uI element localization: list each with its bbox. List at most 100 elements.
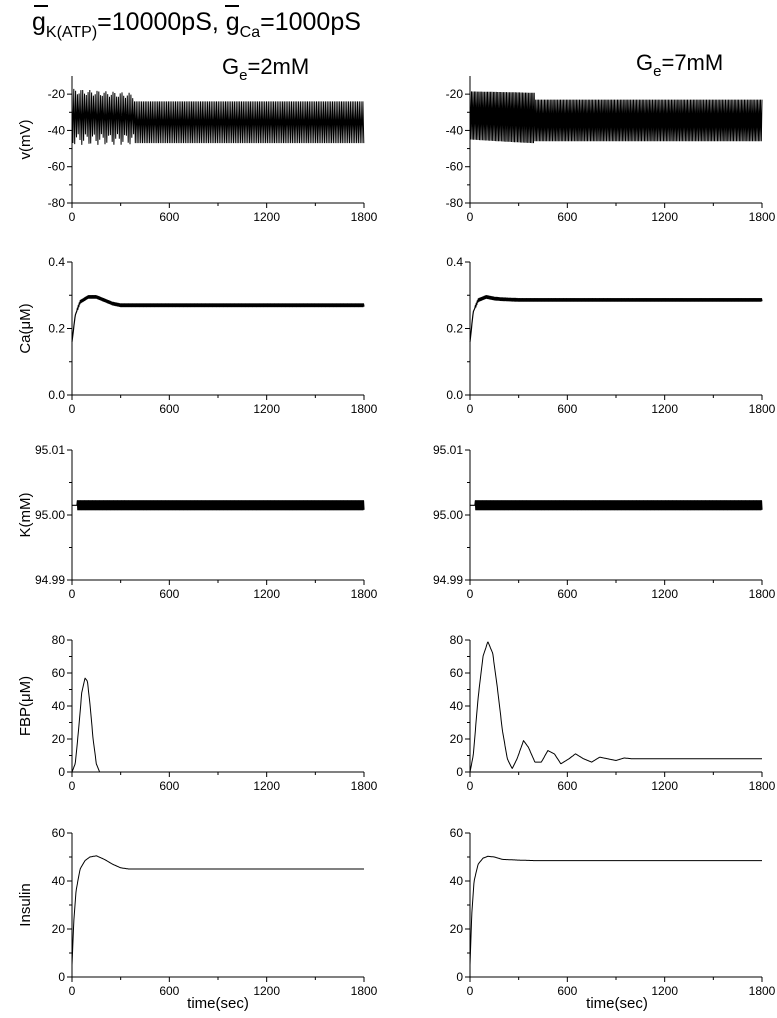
panel-v-0: -80 -60 -40 -20 0 600 1200 1800 v(mV) [17, 76, 378, 224]
y-axis-label: FBP(μM) [17, 676, 34, 736]
header-g1-sub: K(ATP) [46, 24, 97, 41]
y-tick-label: -60 [446, 160, 464, 174]
x-tick-label: 0 [467, 587, 474, 601]
x-axis-label-left: time(sec) [187, 995, 249, 1012]
x-tick-label: 600 [557, 984, 577, 998]
y-tick-label: 95.01 [433, 443, 463, 457]
panel-ca-1: 0.0 0.2 0.4 0 600 1200 1800 [446, 255, 775, 416]
series-line [71, 855, 364, 966]
y-tick-label: 0.2 [48, 322, 65, 336]
x-tick-label: 0 [467, 402, 474, 416]
x-tick-label: 1200 [253, 210, 280, 224]
y-tick-label: 40 [52, 699, 66, 713]
y-tick-label: -60 [48, 160, 66, 174]
panel-v-1: -80 -60 -40 -20 0 600 1200 1800 [446, 76, 776, 224]
x-tick-label: 1200 [651, 984, 678, 998]
x-tick-label: 0 [467, 779, 474, 793]
x-tick-label: 0 [69, 587, 76, 601]
x-tick-label: 600 [557, 402, 577, 416]
y-tick-label: 0.2 [446, 322, 463, 336]
y-tick-label: -20 [48, 87, 66, 101]
x-tick-label: 600 [557, 779, 577, 793]
y-tick-label: 95.00 [35, 508, 65, 522]
y-tick-label: 95.01 [35, 443, 65, 457]
y-tick-label: 40 [450, 699, 464, 713]
x-tick-label: 600 [159, 210, 179, 224]
x-tick-label: 600 [159, 779, 179, 793]
x-tick-label: 1200 [651, 210, 678, 224]
y-tick-label: 0 [456, 970, 463, 984]
y-tick-label: 0 [58, 970, 65, 984]
y-tick-label: 60 [52, 826, 66, 840]
column-title-right: Ge=7mM [636, 50, 723, 80]
x-tick-label: 600 [557, 587, 577, 601]
y-tick-label: 0.0 [48, 388, 65, 402]
x-tick-label: 1800 [351, 984, 378, 998]
header-g1-val: =10000pS, [97, 8, 226, 36]
x-tick-label: 0 [69, 779, 76, 793]
col1-G: G [636, 50, 653, 75]
x-axis-label-right: time(sec) [586, 995, 648, 1012]
header-g2: g [226, 8, 240, 36]
y-tick-label: 0 [456, 765, 463, 779]
x-tick-label: 0 [467, 210, 474, 224]
col1-sub: e [653, 63, 661, 80]
y-tick-label: 0.0 [446, 388, 463, 402]
x-tick-label: 0 [467, 984, 474, 998]
y-tick-label: -40 [446, 123, 464, 137]
series-line [469, 91, 763, 144]
col1-val: =7mM [661, 50, 723, 75]
series-line [71, 500, 365, 511]
y-tick-label: 40 [450, 874, 464, 888]
y-tick-label: 60 [450, 666, 464, 680]
panel-k-1: 94.99 95.00 95.01 0 600 1200 1800 [433, 443, 776, 601]
x-tick-label: 600 [557, 210, 577, 224]
column-title-left: Ge=2mM [222, 54, 309, 84]
y-tick-label: 80 [52, 633, 66, 647]
panel-fbp-1: 0 20 40 60 80 0 600 1200 1800 [450, 633, 776, 793]
x-tick-label: 0 [69, 984, 76, 998]
x-tick-label: 1800 [749, 402, 776, 416]
header-text: gK(ATP)=10000pS, gCa=1000pS [32, 8, 361, 41]
y-tick-label: 0.4 [48, 255, 65, 269]
x-tick-label: 0 [69, 402, 76, 416]
y-axis-label: Ca(μM) [17, 303, 34, 353]
y-tick-label: 40 [52, 874, 66, 888]
x-tick-label: 1800 [351, 779, 378, 793]
x-tick-label: 1800 [749, 587, 776, 601]
y-tick-label: 0.4 [446, 255, 463, 269]
y-tick-label: -40 [48, 123, 66, 137]
y-axis-label: Insulin [17, 883, 34, 926]
x-tick-label: 0 [69, 210, 76, 224]
x-tick-label: 1800 [351, 210, 378, 224]
x-tick-label: 1200 [253, 984, 280, 998]
y-tick-label: 60 [52, 666, 66, 680]
panel-ca-0: 0.0 0.2 0.4 0 600 1200 1800 Ca(μM) [17, 255, 378, 416]
y-tick-label: -80 [446, 196, 464, 210]
figure-header: gK(ATP)=10000pS, gCa=1000pS [32, 5, 361, 41]
y-tick-label: 20 [450, 922, 464, 936]
y-axis-label: v(mV) [17, 120, 34, 160]
series-line [469, 641, 762, 773]
col0-G: G [222, 54, 239, 79]
x-tick-label: 1800 [749, 210, 776, 224]
y-tick-label: 20 [52, 922, 66, 936]
col0-val: =2mM [247, 54, 309, 79]
x-tick-label: 600 [159, 402, 179, 416]
header-g1: g [32, 8, 46, 36]
series-line [71, 677, 364, 773]
x-tick-label: 1200 [253, 402, 280, 416]
x-tick-label: 1200 [253, 779, 280, 793]
y-tick-label: 20 [52, 732, 66, 746]
series-line [469, 500, 763, 511]
x-tick-label: 1800 [351, 402, 378, 416]
x-tick-label: 600 [159, 984, 179, 998]
y-tick-label: 20 [450, 732, 464, 746]
y-tick-label: 80 [450, 633, 464, 647]
x-tick-label: 1200 [651, 402, 678, 416]
y-tick-label: 0 [58, 765, 65, 779]
y-axis-label: K(mM) [17, 493, 34, 538]
